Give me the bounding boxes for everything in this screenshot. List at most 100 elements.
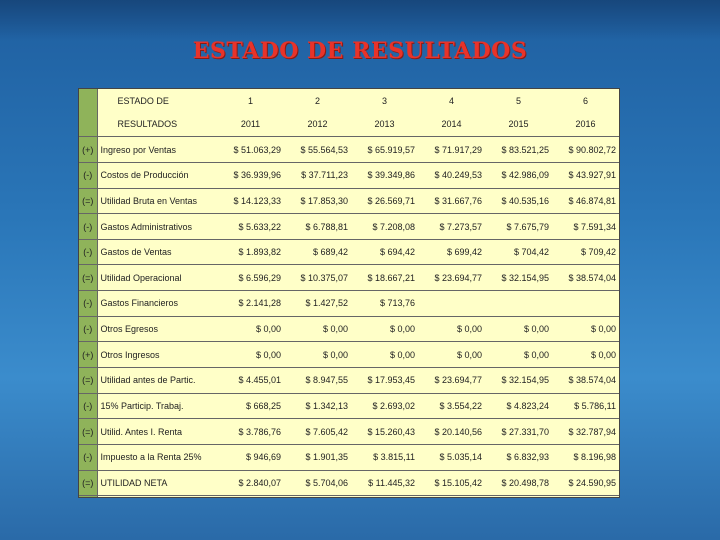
- value-cell: $ 2.840,07: [217, 470, 284, 497]
- row-label: Utilid. Antes I. Renta: [97, 418, 217, 445]
- empty-cell: [284, 496, 351, 497]
- value-cell: $ 4.823,24: [485, 393, 552, 420]
- value-cell: $ 8.947,55: [284, 367, 351, 394]
- empty-cell: [485, 496, 552, 497]
- value-cell: $ 15.105,42: [418, 470, 485, 497]
- sign-cell: (-): [79, 213, 98, 240]
- value-cell: $ 0,00: [217, 316, 284, 343]
- value-cell: $ 38.574,04: [552, 367, 619, 394]
- value-cell: $ 0,00: [418, 341, 485, 369]
- slide-title: ESTADO DE RESULTADOS: [192, 38, 528, 64]
- value-cell: $ 31.667,76: [418, 188, 485, 215]
- table-row: (=) Utilid. Antes I. Renta $ 3.786,76 $ 7.6…: [79, 418, 619, 445]
- value-cell: $ 0,00: [485, 341, 552, 369]
- table-row: (-) Costos de Producción $ 36.939,96 $ 37.7…: [79, 162, 619, 189]
- value-cell: $ 32.154,95: [485, 367, 552, 394]
- value-cell: $ 0,00: [552, 316, 619, 343]
- value-cell: $ 26.569,71: [351, 188, 418, 215]
- value-cell: $ 15.260,43: [351, 418, 418, 445]
- empty-cell: [552, 496, 619, 497]
- table-row: (+) Ingreso por Ventas $ 51.063,29 $ 55.564…: [79, 136, 619, 163]
- value-cell: $ 51.063,29: [217, 136, 284, 163]
- table-row: (=) Utilidad Bruta en Ventas $ 14.123,33 $ …: [79, 188, 619, 215]
- row-label: Gastos de Ventas: [97, 239, 217, 266]
- sign-cell: (-): [79, 162, 98, 189]
- period-header: 1: [247, 95, 253, 106]
- table-row: (=) UTILIDAD NETA $ 2.840,07 $ 5.704,06 $ 11…: [79, 470, 619, 497]
- table-row: (+) Otros Ingresos $ 0,00 $ 0,00 $ 0,00 $ 0,0…: [79, 341, 619, 369]
- row-label: UTILIDAD NETA: [97, 470, 217, 497]
- value-cell: $ 23.694,77: [418, 367, 485, 394]
- year-header: 2012: [284, 112, 351, 138]
- value-cell: $ 32.154,95: [485, 264, 552, 292]
- value-cell: $ 40.535,16: [485, 188, 552, 215]
- value-cell: $ 40.249,53: [418, 162, 485, 189]
- table-row: (-) Otros Egresos $ 0,00 $ 0,00 $ 0,00 $ 0,00…: [79, 316, 619, 343]
- row-label: Utilidad Operacional: [97, 264, 217, 292]
- value-cell: $ 1.893,82: [217, 239, 284, 266]
- value-cell: $ 42.986,09: [485, 162, 552, 189]
- value-cell: $ 3.815,11: [351, 444, 418, 471]
- value-cell: $ 90.802,72: [552, 136, 619, 163]
- value-cell: $ 713,76: [351, 290, 418, 317]
- value-cell: $ 946,69: [217, 444, 284, 471]
- value-cell: $ 0,00: [418, 316, 485, 343]
- value-cell: $ 2.693,02: [351, 393, 418, 420]
- sign-cell: (-): [79, 239, 98, 266]
- value-cell: $ 37.711,23: [284, 162, 351, 189]
- value-cell: [418, 290, 485, 317]
- value-cell: $ 23.694,77: [418, 264, 485, 292]
- value-cell: $ 46.874,81: [552, 188, 619, 215]
- value-cell: $ 709,42: [552, 239, 619, 266]
- value-cell: $ 704,42: [485, 239, 552, 266]
- header-label-2: RESULTADOS: [97, 112, 217, 138]
- value-cell: $ 6.788,81: [284, 213, 351, 240]
- period-header: 6: [582, 95, 588, 106]
- empty-cell: [418, 496, 485, 497]
- table-row: (-) 15% Particip. Trabaj. $ 668,25 $ 1.342,…: [79, 393, 619, 420]
- value-cell: $ 2.141,28: [217, 290, 284, 317]
- value-cell: $ 6.832,93: [485, 444, 552, 471]
- value-cell: $ 6.596,29: [217, 264, 284, 292]
- year-header: 2016: [552, 112, 619, 138]
- header-row-periods: ESTADO DE 1 2 3 4 5 6: [79, 89, 619, 113]
- value-cell: $ 43.927,91: [552, 162, 619, 189]
- table-row: (-) Gastos de Ventas $ 1.893,82 $ 689,42 $ 6…: [79, 239, 619, 266]
- value-cell: $ 1.901,35: [284, 444, 351, 471]
- value-cell: $ 5.786,11: [552, 393, 619, 420]
- value-cell: $ 71.917,29: [418, 136, 485, 163]
- header-label-1: ESTADO DE: [117, 95, 169, 106]
- period-header: 2: [314, 95, 320, 106]
- period-header: 4: [448, 95, 454, 106]
- table-row: (=) Utilidad antes de Partic. $ 4.455,01 $ …: [79, 367, 619, 394]
- value-cell: $ 38.574,04: [552, 264, 619, 292]
- value-cell: $ 7.208,08: [351, 213, 418, 240]
- value-cell: [552, 290, 619, 317]
- value-cell: $ 668,25: [217, 393, 284, 420]
- value-cell: $ 0,00: [217, 341, 284, 369]
- period-header: 5: [515, 95, 521, 106]
- slide-top-band: [0, 0, 720, 40]
- value-cell: $ 10.375,07: [284, 264, 351, 292]
- value-cell: $ 8.196,98: [552, 444, 619, 471]
- row-label: Utilidad antes de Partic.: [97, 367, 217, 394]
- sign-cell: [79, 495, 98, 497]
- value-cell: $ 3.786,76: [217, 418, 284, 445]
- value-cell: $ 83.521,25: [485, 136, 552, 163]
- value-cell: $ 11.445,32: [351, 470, 418, 497]
- table-row: (-) Impuesto a la Renta 25% $ 946,69 $ 1.90…: [79, 444, 619, 471]
- header-row-years: RESULTADOS 2011 2012 2013 2014 2015 2016: [79, 112, 619, 138]
- year-header: 2011: [217, 112, 284, 138]
- value-cell: [485, 290, 552, 317]
- value-cell: $ 0,00: [284, 316, 351, 343]
- value-cell: $ 20.140,56: [418, 418, 485, 445]
- value-cell: $ 7.675,79: [485, 213, 552, 240]
- value-cell: $ 1.342,13: [284, 393, 351, 420]
- value-cell: $ 18.667,21: [351, 264, 418, 292]
- row-label: Impuesto a la Renta 25%: [97, 444, 217, 471]
- empty-cell: [351, 496, 418, 497]
- income-statement-table: ESTADO DE 1 2 3 4 5 6 RESULTADOS 2011 20…: [78, 88, 620, 498]
- value-cell: $ 7.605,42: [284, 418, 351, 445]
- row-label: Otros Ingresos: [97, 341, 217, 369]
- row-label: 15% Particip. Trabaj.: [97, 393, 217, 420]
